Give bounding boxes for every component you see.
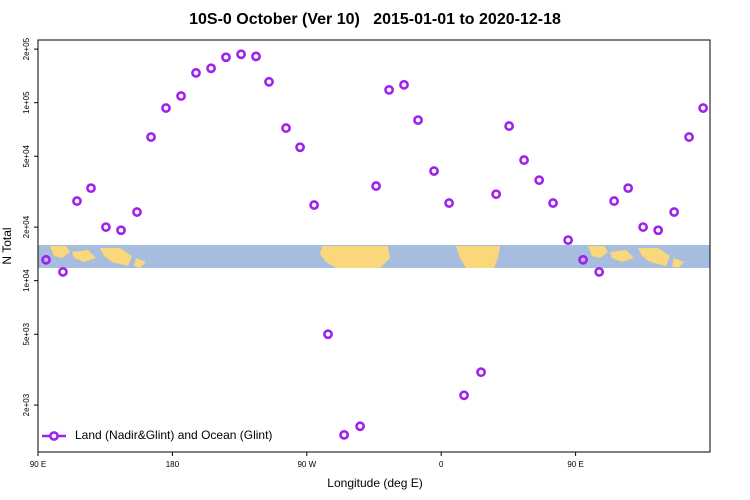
data-point — [161, 103, 171, 113]
data-point — [309, 200, 320, 210]
x-tick-label: 90 E — [567, 460, 583, 469]
x-tick-label: 180 — [166, 460, 180, 469]
data-point — [355, 421, 366, 432]
data-point — [41, 254, 51, 265]
data-point — [548, 198, 558, 208]
legend-label: Land (Nadir&Glint) and Ocean (Glint) — [75, 428, 272, 442]
legend-marker — [49, 431, 59, 441]
data-point — [459, 390, 469, 401]
data-point — [146, 132, 156, 142]
data-point — [519, 155, 529, 165]
data-point — [221, 52, 231, 63]
data-point — [116, 225, 126, 236]
data-point — [429, 166, 439, 176]
data-point — [86, 183, 96, 194]
data-point — [206, 63, 216, 74]
data-point — [698, 103, 709, 113]
plot-frame — [37, 39, 711, 453]
data-point — [504, 121, 515, 131]
data-point — [563, 235, 574, 246]
data-point — [323, 329, 333, 340]
y-tick-label: 2e+03 — [22, 393, 31, 416]
data-point — [399, 79, 409, 90]
data-point — [295, 142, 305, 153]
data-point — [578, 254, 588, 265]
data-point — [281, 123, 291, 133]
data-point — [609, 196, 620, 206]
y-tick-label: 1e+04 — [22, 269, 31, 292]
data-point — [251, 51, 261, 62]
data-point — [371, 181, 381, 191]
y-tick-label: 2e+04 — [22, 215, 31, 238]
data-point — [264, 76, 274, 87]
data-point — [534, 175, 545, 186]
data-point — [101, 222, 111, 232]
map-strip — [38, 245, 710, 268]
data-point — [413, 115, 423, 126]
data-point — [684, 132, 694, 142]
y-tick-label: 2e+05 — [22, 37, 31, 60]
y-tick-label: 5e+04 — [22, 144, 31, 167]
y-axis-label: N Total — [0, 227, 14, 264]
data-point — [176, 91, 186, 101]
data-point — [444, 198, 455, 208]
data-point — [191, 68, 201, 78]
data-point — [594, 267, 605, 277]
x-tick-label: 90 E — [30, 460, 46, 469]
data-point — [132, 207, 142, 217]
x-tick-label: 0 — [439, 460, 444, 469]
y-tick-label: 5e+03 — [22, 322, 31, 345]
data-point — [339, 429, 350, 440]
data-point — [384, 84, 394, 95]
data-point — [638, 222, 648, 232]
data-point — [491, 189, 502, 200]
y-tick-label: 1e+05 — [22, 91, 31, 114]
data-point — [58, 267, 68, 277]
data-point — [623, 183, 634, 194]
chart-title: 10S-0 October (Ver 10) 2015-01-01 to 202… — [189, 11, 561, 28]
x-tick-label: 90 W — [297, 460, 316, 469]
data-point — [653, 225, 664, 236]
x-axis-label: Longitude (deg E) — [327, 476, 422, 490]
data-point — [72, 196, 82, 206]
data-point — [476, 367, 486, 378]
data-point — [236, 49, 246, 60]
data-point — [669, 207, 680, 217]
